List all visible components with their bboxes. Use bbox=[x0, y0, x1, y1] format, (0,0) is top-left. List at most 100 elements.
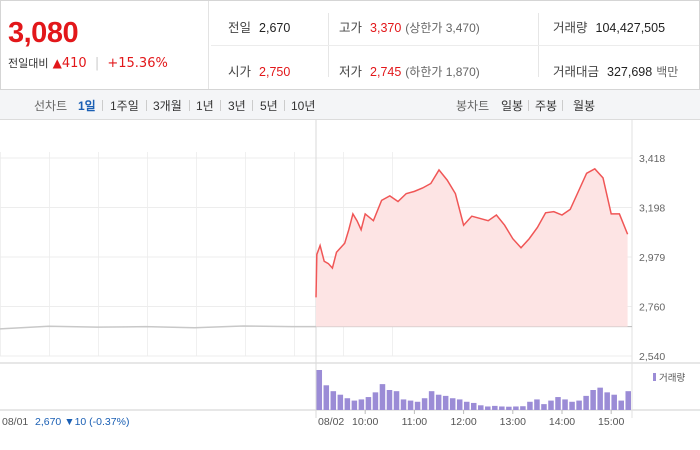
tab-1year[interactable]: 1년 bbox=[196, 99, 214, 113]
volume-bar bbox=[414, 401, 421, 410]
volume-bar bbox=[316, 370, 323, 410]
price-area bbox=[316, 168, 628, 327]
stat-sub: (하한가 1,870) bbox=[405, 65, 480, 79]
volume-bar bbox=[351, 400, 358, 410]
volume-bar bbox=[604, 392, 610, 410]
x-tick-label: 14:00 bbox=[549, 416, 575, 428]
volume-bar bbox=[330, 391, 337, 410]
y-tick-label: 2,979 bbox=[639, 252, 665, 264]
prev-day-info: 2,670 ▼10 (-0.37%) bbox=[35, 416, 129, 428]
stat-key: 시가 bbox=[228, 65, 252, 79]
y-tick-label: 2,540 bbox=[639, 351, 665, 363]
stat-key: 고가 bbox=[339, 21, 363, 35]
volume-bar bbox=[386, 390, 393, 410]
stat-open: 시가 2,750 bbox=[228, 61, 290, 80]
volume-bar bbox=[555, 397, 561, 410]
volume-bar bbox=[583, 395, 589, 410]
stat-row-divider bbox=[211, 45, 699, 46]
change-percent: +15.36% bbox=[107, 56, 168, 71]
tab-monthly-candle[interactable]: 월봉 bbox=[573, 99, 596, 113]
current-price: 3,080 bbox=[8, 17, 79, 49]
volume-bar bbox=[506, 406, 512, 410]
stat-value: 327,698 bbox=[607, 65, 653, 79]
tab-divider bbox=[220, 100, 221, 111]
volume-bar bbox=[625, 391, 631, 410]
stat-value: 3,370 bbox=[370, 21, 402, 35]
volume-bar bbox=[470, 402, 477, 410]
volume-bar bbox=[478, 405, 484, 410]
volume-bar bbox=[428, 391, 435, 410]
stat-high: 고가 3,370 (상한가 3,470) bbox=[339, 17, 480, 36]
x-tick-label: 11:00 bbox=[402, 416, 428, 428]
volume-bar bbox=[337, 394, 344, 410]
tab-1week[interactable]: 1주일 bbox=[110, 99, 139, 113]
volume-legend-label: 거래량 bbox=[659, 372, 685, 384]
volume-bar bbox=[492, 405, 498, 410]
x-tick-label: 12:00 bbox=[450, 416, 476, 428]
tab-5year[interactable]: 5년 bbox=[260, 99, 278, 113]
tab-3year[interactable]: 3년 bbox=[228, 99, 246, 113]
volume-bar bbox=[400, 399, 407, 410]
tab-1day[interactable]: 1일 bbox=[78, 99, 96, 113]
x-tick-label: 13:00 bbox=[500, 416, 526, 428]
volume-bar bbox=[548, 400, 554, 410]
volume-bar bbox=[527, 401, 533, 410]
tab-divider bbox=[284, 100, 285, 111]
tab-divider bbox=[189, 100, 190, 111]
y-tick-label: 3,198 bbox=[639, 203, 665, 215]
line-chart-label: 선차트 bbox=[34, 99, 68, 113]
up-arrow-icon: ▲ bbox=[52, 56, 62, 70]
volume-bar bbox=[372, 392, 379, 410]
volume-bar bbox=[499, 406, 505, 410]
volume-legend-swatch bbox=[653, 373, 656, 381]
price-chart: 3,418 3,198 2,979 2,760 2,540 거래량 08/01 2,670 ▼… bbox=[0, 120, 700, 428]
x-tick-label: 15:00 bbox=[598, 416, 624, 428]
volume-bar bbox=[597, 387, 603, 410]
volume-bar bbox=[344, 398, 351, 410]
tab-divider bbox=[102, 100, 103, 111]
volume-bar bbox=[456, 399, 463, 410]
stat-key: 전일 bbox=[228, 21, 252, 35]
x-tick-label: 10:00 bbox=[352, 416, 378, 428]
change-label: 전일대비 bbox=[8, 57, 49, 70]
tab-divider bbox=[528, 100, 529, 111]
stat-low: 저가 2,745 (하한가 1,870) bbox=[339, 61, 480, 80]
tab-divider bbox=[252, 100, 253, 111]
change-divider: | bbox=[94, 56, 100, 71]
volume-bar bbox=[590, 390, 596, 410]
tab-weekly-candle[interactable]: 주봉 bbox=[535, 99, 558, 113]
volume-bar bbox=[569, 401, 575, 410]
volume-bar bbox=[463, 401, 470, 410]
volume-bar bbox=[576, 400, 582, 410]
stat-trade-amount: 거래대금 327,698 백만 bbox=[553, 61, 678, 80]
change-row: 전일대비 ▲410 | +15.36% bbox=[8, 55, 168, 71]
period-tabs: 선차트 1일 1주일 3개월 1년 3년 5년 10년 봉차트 일봉 주봉 월봉 bbox=[0, 90, 700, 120]
today-date-label: 08/02 bbox=[318, 416, 344, 428]
stat-value: 2,745 bbox=[370, 65, 402, 79]
volume-bar bbox=[449, 398, 456, 410]
volume-bar bbox=[541, 404, 547, 410]
tab-10year[interactable]: 10년 bbox=[291, 99, 316, 113]
candle-chart-label: 봉차트 bbox=[456, 99, 490, 113]
volume-bar bbox=[534, 399, 540, 410]
stat-sub: (상한가 3,470) bbox=[405, 21, 480, 35]
volume-bar bbox=[618, 400, 624, 410]
volume-bar bbox=[358, 399, 365, 410]
prev-day-line bbox=[0, 325, 316, 330]
volume-bar bbox=[485, 406, 491, 410]
volume-bar bbox=[407, 400, 414, 410]
volume-bar bbox=[421, 398, 428, 410]
volume-bar bbox=[611, 394, 617, 410]
stat-prev-close: 전일 2,670 bbox=[228, 17, 290, 36]
stat-value: 2,670 bbox=[259, 21, 291, 35]
tab-daily-candle[interactable]: 일봉 bbox=[501, 99, 524, 113]
price-box: 3,080 전일대비 ▲410 | +15.36% bbox=[1, 1, 209, 89]
y-tick-label: 2,760 bbox=[639, 302, 665, 314]
tab-3month[interactable]: 3개월 bbox=[153, 99, 182, 113]
volume-bar bbox=[393, 391, 400, 410]
volume-bar bbox=[513, 406, 519, 410]
stat-volume: 거래량 104,427,505 bbox=[553, 17, 665, 36]
stat-key: 거래량 bbox=[553, 21, 588, 35]
stat-key: 거래대금 bbox=[553, 65, 600, 79]
stat-value: 104,427,505 bbox=[595, 21, 666, 35]
